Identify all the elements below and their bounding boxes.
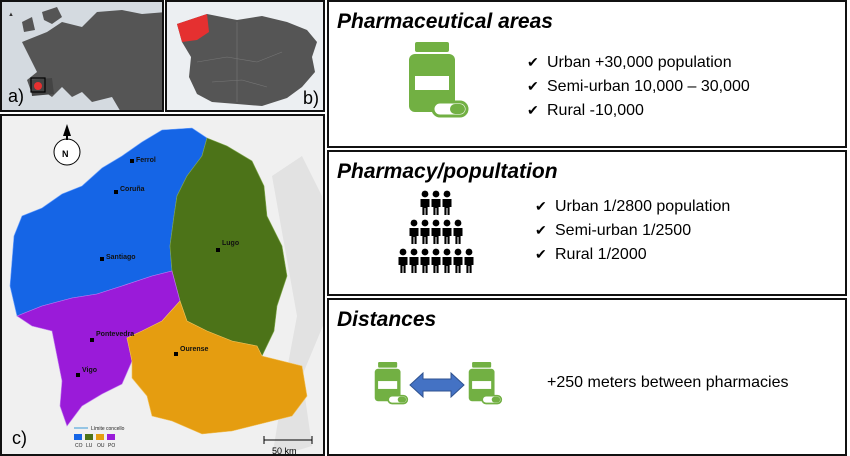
person-icon <box>442 190 452 215</box>
galicia-map-graphic: N Ferrol Coruña Santiago Lugo Pontevedra… <box>2 116 323 456</box>
check-icon: ✔ <box>535 246 547 262</box>
city-label-coruna: Coruña <box>120 186 145 193</box>
pill-bottle-icon <box>374 362 409 405</box>
legend-co: CO <box>75 443 83 449</box>
person-icon <box>420 248 430 273</box>
areas-title: Pharmaceutical areas <box>337 10 553 33</box>
person-icon <box>442 248 452 273</box>
check-icon: ✔ <box>527 54 539 70</box>
north-mark-small: ▲ <box>8 12 14 18</box>
panel-letter-c: c) <box>12 428 27 448</box>
legend-title: Límite concello <box>91 426 125 432</box>
scale-label: 50 km <box>272 446 297 456</box>
panel-letter-b: b) <box>303 88 320 108</box>
person-icon <box>398 248 408 273</box>
province-ourense <box>126 300 308 435</box>
person-icon <box>431 190 441 215</box>
legend-ou: OU <box>97 443 105 449</box>
city-label-ourense: Ourense <box>180 346 209 353</box>
distances-title: Distances <box>337 308 437 331</box>
pharmaceutical-areas-panel: Pharmaceutical areas ✔ Urban +30,000 popu… <box>327 0 847 148</box>
city-label-pontevedra: Pontevedra <box>96 331 134 338</box>
north-label: N <box>62 149 69 159</box>
person-icon <box>409 219 419 244</box>
map-legend: Límite concello CO LU OU PO <box>74 426 125 449</box>
person-icon <box>431 219 441 244</box>
areas-item: ✔ Rural -10,000 <box>527 98 750 122</box>
person-icon <box>420 190 430 215</box>
people-pyramid-icon <box>398 190 474 273</box>
scale-bar <box>263 436 313 444</box>
population-item: ✔ Rural 1/2000 <box>535 242 730 266</box>
pill-bottle-icon <box>409 42 469 118</box>
person-icon <box>453 219 463 244</box>
city-label-vigo: Vigo <box>82 367 97 374</box>
pharmacy-population-panel: Pharmacy/popultation ✔ Urban 1/2800 popul… <box>327 150 847 296</box>
person-icon <box>420 219 430 244</box>
population-item: ✔ Urban 1/2800 population <box>535 194 730 218</box>
spain-locator-map: b) <box>165 0 325 112</box>
person-icon <box>464 248 474 273</box>
population-title: Pharmacy/popultation <box>337 160 558 183</box>
person-icon <box>431 248 441 273</box>
panel-letter-a: a) <box>8 86 25 106</box>
person-icon <box>453 248 463 273</box>
europe-map-graphic: ▲ <box>2 2 162 110</box>
north-arrow-icon <box>53 124 81 166</box>
legend-lu: LU <box>86 443 93 449</box>
areas-item: ✔ Urban +30,000 population <box>527 50 750 74</box>
double-arrow-icon <box>409 372 465 398</box>
city-label-santiago: Santiago <box>106 254 136 261</box>
check-icon: ✔ <box>527 78 539 94</box>
spain-map-graphic <box>167 2 323 110</box>
distance-text: +250 meters between pharmacies <box>547 374 789 391</box>
legend-po: PO <box>108 443 115 449</box>
pill-bottle-icon <box>468 362 503 405</box>
person-icon <box>442 219 452 244</box>
check-icon: ✔ <box>535 222 547 238</box>
population-list: ✔ Urban 1/2800 population ✔ Semi-urban 1/2… <box>535 194 730 266</box>
galicia-province-map: N Ferrol Coruña Santiago Lugo Pontevedra… <box>0 114 325 456</box>
areas-item: ✔ Semi-urban 10,000 – 30,000 <box>527 74 750 98</box>
city-label-lugo: Lugo <box>222 240 239 247</box>
europe-locator-map: ▲ a) <box>0 0 164 112</box>
distances-panel: Distances +250 meters between pharmacies <box>327 298 847 456</box>
areas-list: ✔ Urban +30,000 population ✔ Semi-urban 10… <box>527 50 750 122</box>
population-item: ✔ Semi-urban 1/2500 <box>535 218 730 242</box>
check-icon: ✔ <box>535 198 547 214</box>
city-label-ferrol: Ferrol <box>136 157 156 164</box>
person-icon <box>409 248 419 273</box>
check-icon: ✔ <box>527 102 539 118</box>
